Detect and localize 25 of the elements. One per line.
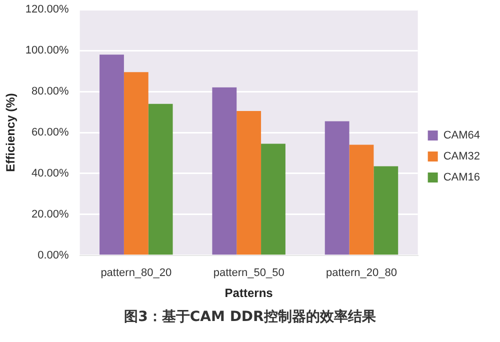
x-axis-title: Patterns [224,286,274,300]
y-tick-label: 0.00% [38,249,70,262]
y-tick-label: 100.00% [25,44,70,57]
bar [349,144,374,255]
caption: 图3：基于CAM DDR控制器的效率结果 [123,308,377,326]
x-tick-label: pattern_20_80 [326,267,397,280]
bar [124,72,148,255]
y-tick-label: 120.00% [25,4,70,16]
legend-label: CAM64 [443,130,480,142]
bar [236,110,262,255]
bar [324,121,350,255]
y-tick-label: 20.00% [32,208,70,220]
y-tick-label: 80.00% [32,86,70,98]
x-tick-label: pattern_80_20 [100,267,172,280]
legend-label: CAM16 [443,172,480,184]
x-tick-label: pattern_50_50 [213,267,284,280]
bar [261,144,286,255]
bar [100,54,124,255]
bar [148,104,173,255]
y-tick-label: 60.00% [32,126,70,139]
y-tick-label: 40.00% [32,168,70,180]
bar [374,166,398,255]
bar [212,87,237,255]
y-axis-title: Efficiency (%) [4,93,18,172]
legend-label: CAM32 [443,150,480,163]
